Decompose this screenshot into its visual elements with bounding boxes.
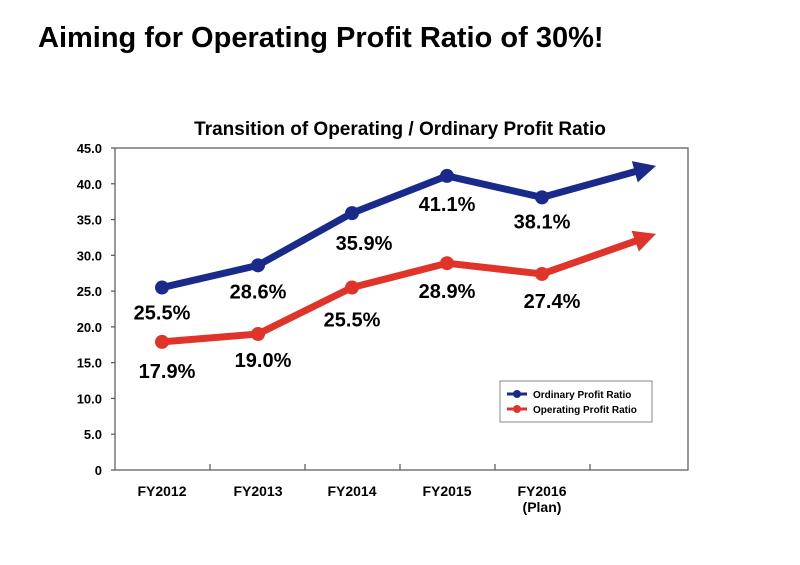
- x-tick-sublabel: (Plan): [523, 499, 562, 515]
- trend-arrow-shaft: [538, 167, 643, 201]
- data-label: 27.4%: [524, 291, 581, 313]
- series-ordinary-profit-ratio: 25.5% 28.6% 35.9% 41.1% 38.1%: [134, 161, 656, 325]
- x-tick-label: FY2016: [517, 483, 566, 499]
- y-tick-label: 35.0: [77, 213, 102, 228]
- data-point: [251, 258, 265, 273]
- y-tick-label: 10.0: [77, 391, 102, 406]
- legend: Ordinary Profit Ratio Operating Profit Ra…: [499, 380, 653, 423]
- y-tick-label: 25.0: [77, 284, 102, 299]
- y-tick-label: 30.0: [77, 248, 102, 263]
- data-point: [345, 206, 359, 221]
- data-label: 25.5%: [134, 303, 191, 325]
- trend-arrow-shaft: [538, 236, 643, 278]
- data-point: [155, 280, 169, 295]
- y-tick-label: 5.0: [84, 427, 102, 442]
- data-label: 28.9%: [419, 281, 476, 303]
- data-label: 19.0%: [235, 350, 292, 372]
- x-tick-label: FY2014: [327, 483, 376, 499]
- legend-label: Ordinary Profit Ratio: [533, 390, 631, 401]
- axes: 0 5.0 10.0 15.0 20.0 25.0 30.0 35.0 40.0 45.0 FY20…: [77, 141, 689, 515]
- data-point: [440, 168, 454, 183]
- legend-swatch-marker: [513, 390, 521, 398]
- trend-arrow-head: [631, 230, 656, 252]
- plot-frame: [114, 147, 689, 471]
- y-tick-label: 45.0: [77, 141, 102, 156]
- data-label: 41.1%: [419, 194, 476, 216]
- legend-box: [499, 380, 653, 423]
- legend-swatch-marker: [513, 405, 521, 413]
- data-label: 17.9%: [139, 361, 196, 383]
- data-point: [535, 266, 549, 281]
- data-label: 25.5%: [324, 310, 381, 332]
- data-label: 28.6%: [230, 281, 287, 303]
- x-tick-label: FY2015: [422, 483, 471, 499]
- y-tick-label: 40.0: [77, 177, 102, 192]
- data-label: 35.9%: [336, 233, 393, 255]
- page-title: Aiming for Operating Profit Ratio of 30%…: [38, 22, 604, 54]
- data-point: [251, 327, 265, 342]
- data-point: [440, 256, 454, 271]
- data-label: 38.1%: [514, 211, 571, 233]
- y-tick-label: 20.0: [77, 320, 102, 335]
- x-tick-label: FY2013: [233, 483, 282, 499]
- trend-arrow-head: [631, 161, 656, 183]
- chart-title: Transition of Operating / Ordinary Profi…: [194, 119, 606, 140]
- legend-label: Operating Profit Ratio: [533, 405, 637, 416]
- y-tick-label: 15.0: [77, 356, 102, 371]
- data-point: [535, 190, 549, 205]
- series-layer: 25.5% 28.6% 35.9% 41.1% 38.1% 17.9% 19.0% 25.5%…: [134, 161, 656, 383]
- data-point: [345, 280, 359, 295]
- data-point: [155, 334, 169, 349]
- series-operating-profit-ratio: 17.9% 19.0% 25.5% 28.9% 27.4%: [139, 230, 656, 383]
- x-tick-label: FY2012: [137, 483, 186, 499]
- y-tick-label: 0: [95, 463, 102, 478]
